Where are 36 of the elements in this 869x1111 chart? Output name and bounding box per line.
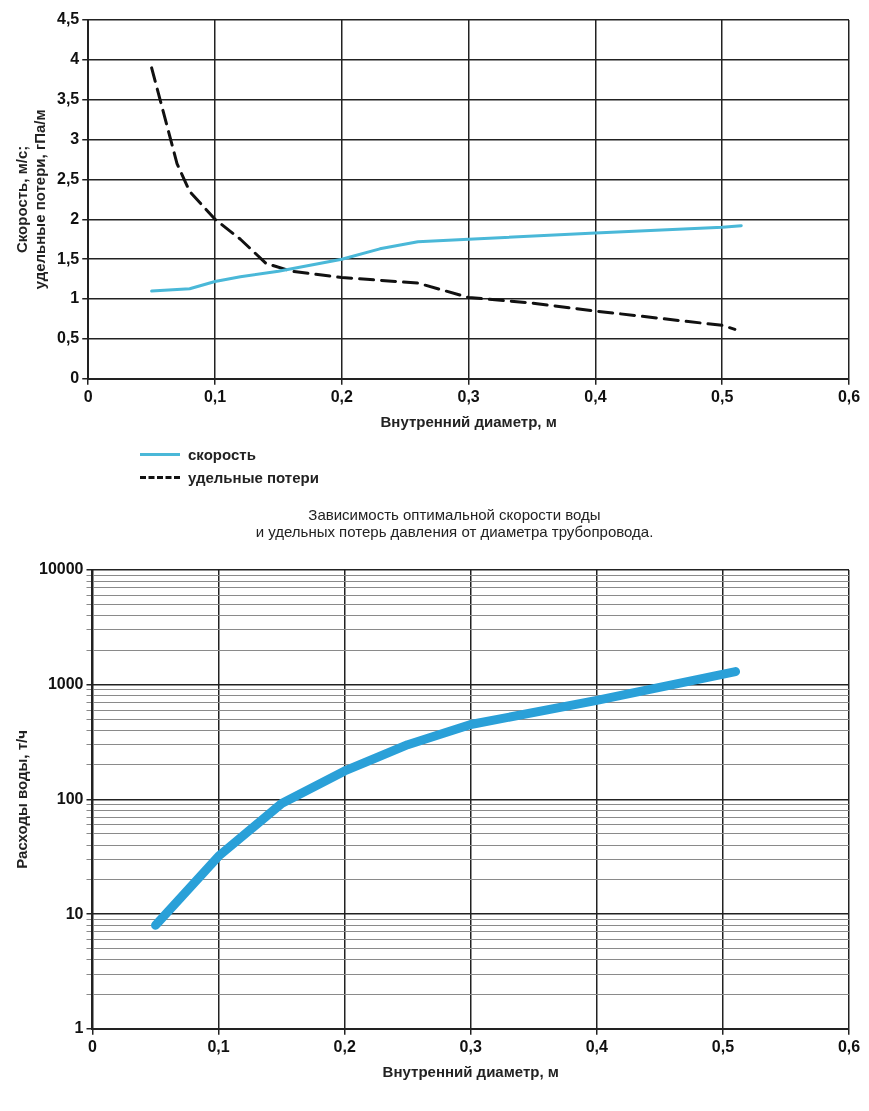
- x-axis-title: Внутренний диаметр, м: [380, 413, 557, 431]
- y-tick-label: 0: [70, 369, 80, 387]
- x-tick-label: 0,5: [711, 387, 734, 405]
- x-tick-label: 0,3: [459, 1037, 482, 1055]
- y-tick-label: 1000: [47, 675, 84, 693]
- x-tick-label: 0,1: [203, 387, 227, 405]
- y-tick-label: 10: [65, 904, 84, 922]
- y-tick-label: 1: [74, 1019, 84, 1037]
- x-axis-title: Внутренний диаметр, м: [382, 1063, 559, 1081]
- x-tick-label: 0,1: [207, 1037, 230, 1055]
- y-tick-label: 1,5: [56, 249, 80, 267]
- x-tick-label: 0,6: [837, 1037, 861, 1055]
- legend-label: удельные потери: [188, 469, 319, 486]
- x-tick-label: 0: [88, 1037, 98, 1055]
- y-tick-label: 100: [56, 789, 84, 807]
- y-tick-label: 2: [70, 209, 80, 227]
- x-tick-label: 0,6: [837, 387, 861, 405]
- line-series: [150, 66, 737, 331]
- y-tick-label: 4: [70, 50, 80, 68]
- y-tick-label: 2,5: [56, 169, 80, 187]
- y-tick-label: 4,5: [56, 10, 80, 28]
- y-tick-label: 10000: [38, 560, 84, 578]
- y-tick-label: 3,5: [56, 90, 80, 108]
- y-tick-label: 0,5: [56, 329, 80, 347]
- x-tick-label: 0,3: [457, 387, 480, 405]
- y-axis-title: Скорость, м/с; удельные потери, гПа/м: [13, 109, 49, 290]
- legend-label: скорость: [188, 446, 256, 463]
- x-tick-label: 0,4: [584, 387, 607, 405]
- y-tick-label: 1: [70, 289, 80, 307]
- text: Зависимость оптимальной скорости воды и удельных потерь давления от диаметра трубопровода.: [254, 505, 655, 542]
- x-tick-label: 0,2: [330, 387, 354, 405]
- x-tick-label: 0,2: [333, 1037, 356, 1055]
- x-tick-label: 0,4: [585, 1037, 609, 1055]
- y-tick-label: 3: [70, 130, 80, 148]
- y-axis-title: Расходы воды, т/ч: [13, 730, 31, 869]
- x-tick-label: 0,5: [711, 1037, 735, 1055]
